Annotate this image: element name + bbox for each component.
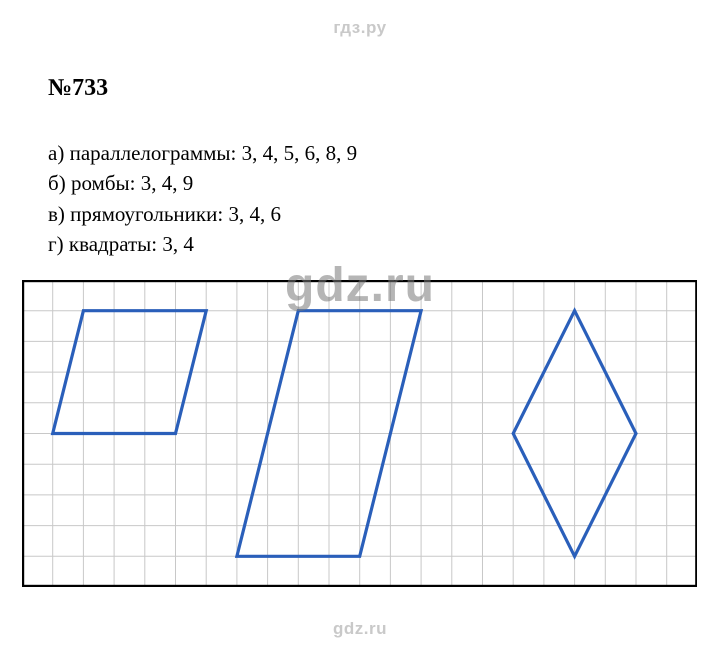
answer-c-values: 3, 4, 6	[228, 202, 281, 226]
answer-line-d: г) квадраты: 3, 4	[48, 229, 357, 259]
answer-b-values: 3, 4, 9	[141, 171, 194, 195]
answer-d-values: 3, 4	[162, 232, 194, 256]
answer-c-category: прямоугольники	[70, 202, 217, 226]
grid-figure	[22, 280, 698, 590]
answer-d-letter: г	[48, 232, 57, 256]
header-watermark: гдз.ру	[0, 18, 720, 38]
answer-d-category: квадраты	[69, 232, 151, 256]
grid-svg	[22, 280, 697, 587]
answer-a-category: параллелограммы	[70, 141, 231, 165]
answer-line-c: в) прямоугольники: 3, 4, 6	[48, 199, 357, 229]
footer-watermark: gdz.ru	[0, 619, 720, 639]
answer-line-a: а) параллелограммы: 3, 4, 5, 6, 8, 9	[48, 138, 357, 168]
answer-list: а) параллелограммы: 3, 4, 5, 6, 8, 9 б) …	[48, 138, 357, 260]
answer-b-category: ромбы	[71, 171, 130, 195]
answer-a-values: 3, 4, 5, 6, 8, 9	[242, 141, 358, 165]
problem-number: №733	[48, 75, 108, 102]
answer-a-letter: а	[48, 141, 57, 165]
answer-line-b: б) ромбы: 3, 4, 9	[48, 168, 357, 198]
answer-b-letter: б	[48, 171, 59, 195]
answer-c-letter: в	[48, 202, 58, 226]
